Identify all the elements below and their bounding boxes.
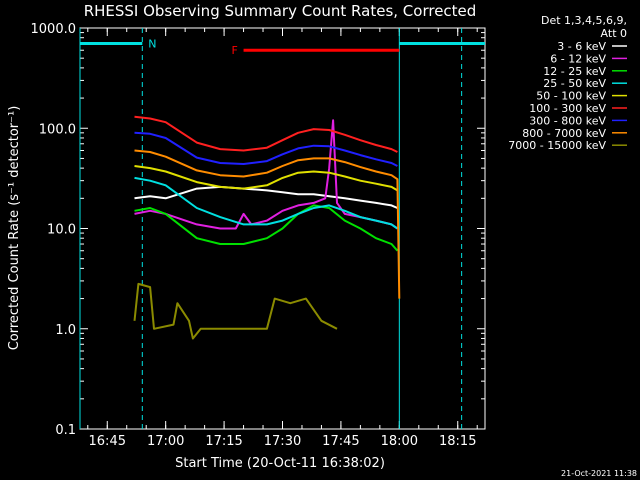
legend-entry-label: 3 - 6 keV: [557, 40, 606, 53]
legend-header: Det 1,3,4,5,6,9,: [541, 14, 627, 27]
legend-entry-label: 300 - 800 keV: [529, 114, 606, 127]
series-line: [134, 165, 398, 192]
x-tick-label: 17:15: [205, 434, 242, 449]
series-line: [134, 149, 401, 299]
legend-entry-label: 7000 - 15000 keV: [508, 139, 606, 152]
footer-datestamp: 21-Oct-2021 11:38: [561, 469, 637, 478]
attenuator-label: F: [232, 44, 238, 57]
series-line: [134, 185, 398, 209]
y-tick-label: 1.0: [55, 323, 76, 338]
attenuator-markers: NF: [79, 28, 485, 429]
legend-entry-label: 12 - 25 keV: [543, 65, 606, 78]
chart-title: RHESSI Observing Summary Count Rates, Co…: [84, 2, 477, 20]
attenuator-label: N: [148, 38, 156, 51]
x-tick-label: 18:15: [439, 434, 476, 449]
legend-entry-label: 25 - 50 keV: [543, 77, 606, 90]
y-tick-label: 10.0: [47, 223, 76, 238]
x-axis-label: Start Time (20-Oct-11 16:38:02): [175, 456, 385, 471]
legend-entry-label: 50 - 100 keV: [536, 90, 606, 103]
legend-entry-label: 100 - 300 keV: [529, 102, 606, 115]
x-tick-label: 17:30: [264, 434, 301, 449]
x-tick-label: 16:45: [89, 434, 126, 449]
legend-header: Att 0: [601, 27, 627, 40]
legend-entry-label: 6 - 12 keV: [550, 52, 606, 65]
y-tick-label: 1000.0: [31, 22, 77, 37]
y-axis-label: Corrected Count Rate (s⁻¹ detector⁻¹): [7, 106, 22, 351]
series-line: [134, 115, 398, 153]
x-tick-label: 17:45: [322, 434, 359, 449]
x-tick-label: 18:00: [381, 434, 418, 449]
series-line: [134, 204, 399, 252]
axis-ticks: 1000.0 100.0 10.0 1.0 0.1 16:45 17:00 17:15 17:3…: [31, 22, 485, 449]
x-tick-label: 17:00: [147, 434, 184, 449]
series-line: [134, 176, 398, 230]
legend-entry-label: 800 - 7000 keV: [522, 127, 606, 140]
y-tick-label: 0.1: [55, 423, 76, 438]
series-line: [134, 131, 398, 167]
series-lines: [133, 115, 401, 340]
series-line: [133, 282, 338, 340]
y-tick-label: 100.0: [39, 122, 76, 137]
